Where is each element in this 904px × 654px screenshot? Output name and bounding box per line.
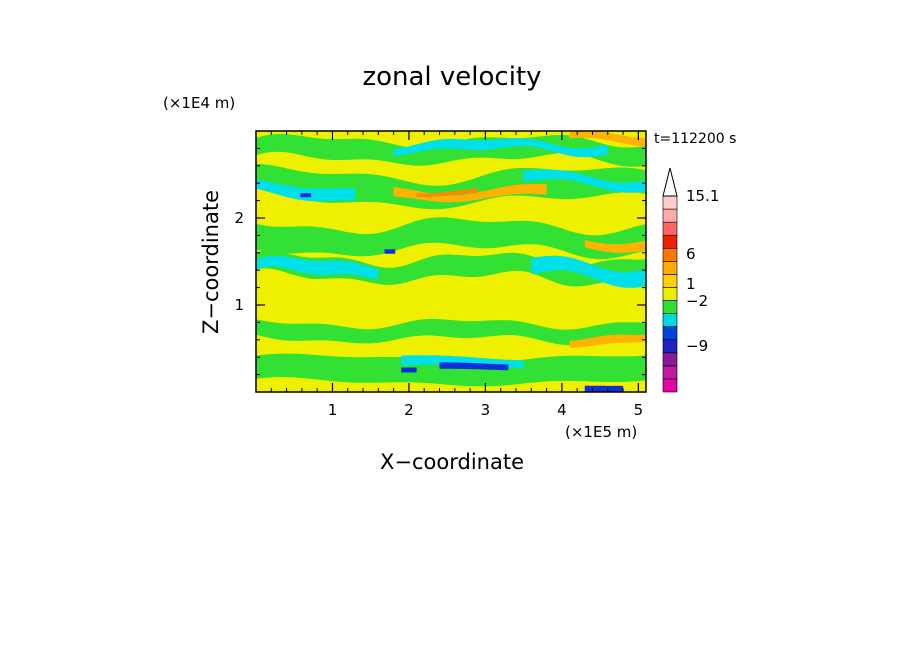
x-axis: 1 2 3 4 5	[270, 131, 644, 419]
colorbar-segment	[662, 208, 678, 223]
contour-green	[256, 217, 646, 260]
contour-blue	[384, 249, 396, 254]
contour-dark-orange	[416, 188, 478, 198]
colorbar-label: −9	[686, 337, 708, 355]
y-axis: 12	[234, 147, 646, 376]
contour-green	[256, 250, 646, 287]
contour-cyan	[393, 138, 608, 158]
colorbar-segment	[662, 261, 678, 275]
colorbar-label: 1	[686, 275, 696, 293]
colorbar-extend-triangle	[662, 167, 678, 197]
colorbar-label: 15.1	[686, 187, 719, 205]
x-tick-label: 5	[634, 401, 644, 419]
colorbar-segment	[662, 274, 678, 288]
y-tick-label: 2	[234, 209, 244, 227]
colorbar-label: −2	[686, 292, 708, 310]
contour-blue	[584, 385, 624, 392]
x-scale-note: (×1E5 m)	[565, 423, 637, 441]
colorbar-segment	[662, 339, 678, 354]
contour-orange	[393, 184, 547, 203]
contour-orange	[569, 131, 646, 147]
x-tick-label: 3	[481, 401, 491, 419]
contour-blue	[439, 362, 509, 371]
contour-green	[256, 318, 646, 346]
contour-orange	[569, 334, 646, 348]
x-axis-label: X−coordinate	[380, 450, 524, 474]
colorbar-segment	[662, 234, 678, 249]
contour-blue	[401, 367, 417, 373]
colorbar-segment	[662, 247, 678, 262]
y-axis-label: Z−coordinate	[199, 190, 223, 334]
colorbar-label: 6	[686, 245, 696, 263]
colorbar-segment	[662, 352, 678, 367]
colorbar-segment	[662, 300, 678, 314]
colorbar-segment	[662, 195, 678, 210]
contour-green	[256, 353, 646, 387]
chart-title: zonal velocity	[362, 62, 541, 92]
colorbar-segment	[662, 221, 678, 236]
x-tick-label: 4	[557, 401, 567, 419]
y-scale-note: (×1E4 m)	[163, 94, 235, 112]
contour-cyan	[256, 255, 379, 280]
colorbar-segment	[662, 313, 678, 327]
plot-area	[256, 131, 646, 392]
time-label: t=112200 s	[654, 131, 736, 147]
contour-orange	[584, 240, 646, 253]
contour-blue	[300, 193, 312, 198]
colorbar-segment	[662, 378, 678, 393]
plot-frame	[255, 130, 647, 393]
colorbar-segment	[662, 365, 678, 380]
y-tick-label: 1	[234, 296, 244, 314]
contour-cyan	[531, 255, 646, 288]
contour-green	[256, 134, 646, 167]
contour-cyan	[256, 179, 356, 202]
colorbar-segment	[662, 287, 678, 301]
colorbar-segment	[662, 326, 678, 341]
contour-cyan	[523, 169, 646, 193]
x-tick-label: 1	[328, 401, 338, 419]
colorbar: 15.1 6 1−2 −9	[662, 167, 719, 393]
x-tick-label: 2	[404, 401, 414, 419]
